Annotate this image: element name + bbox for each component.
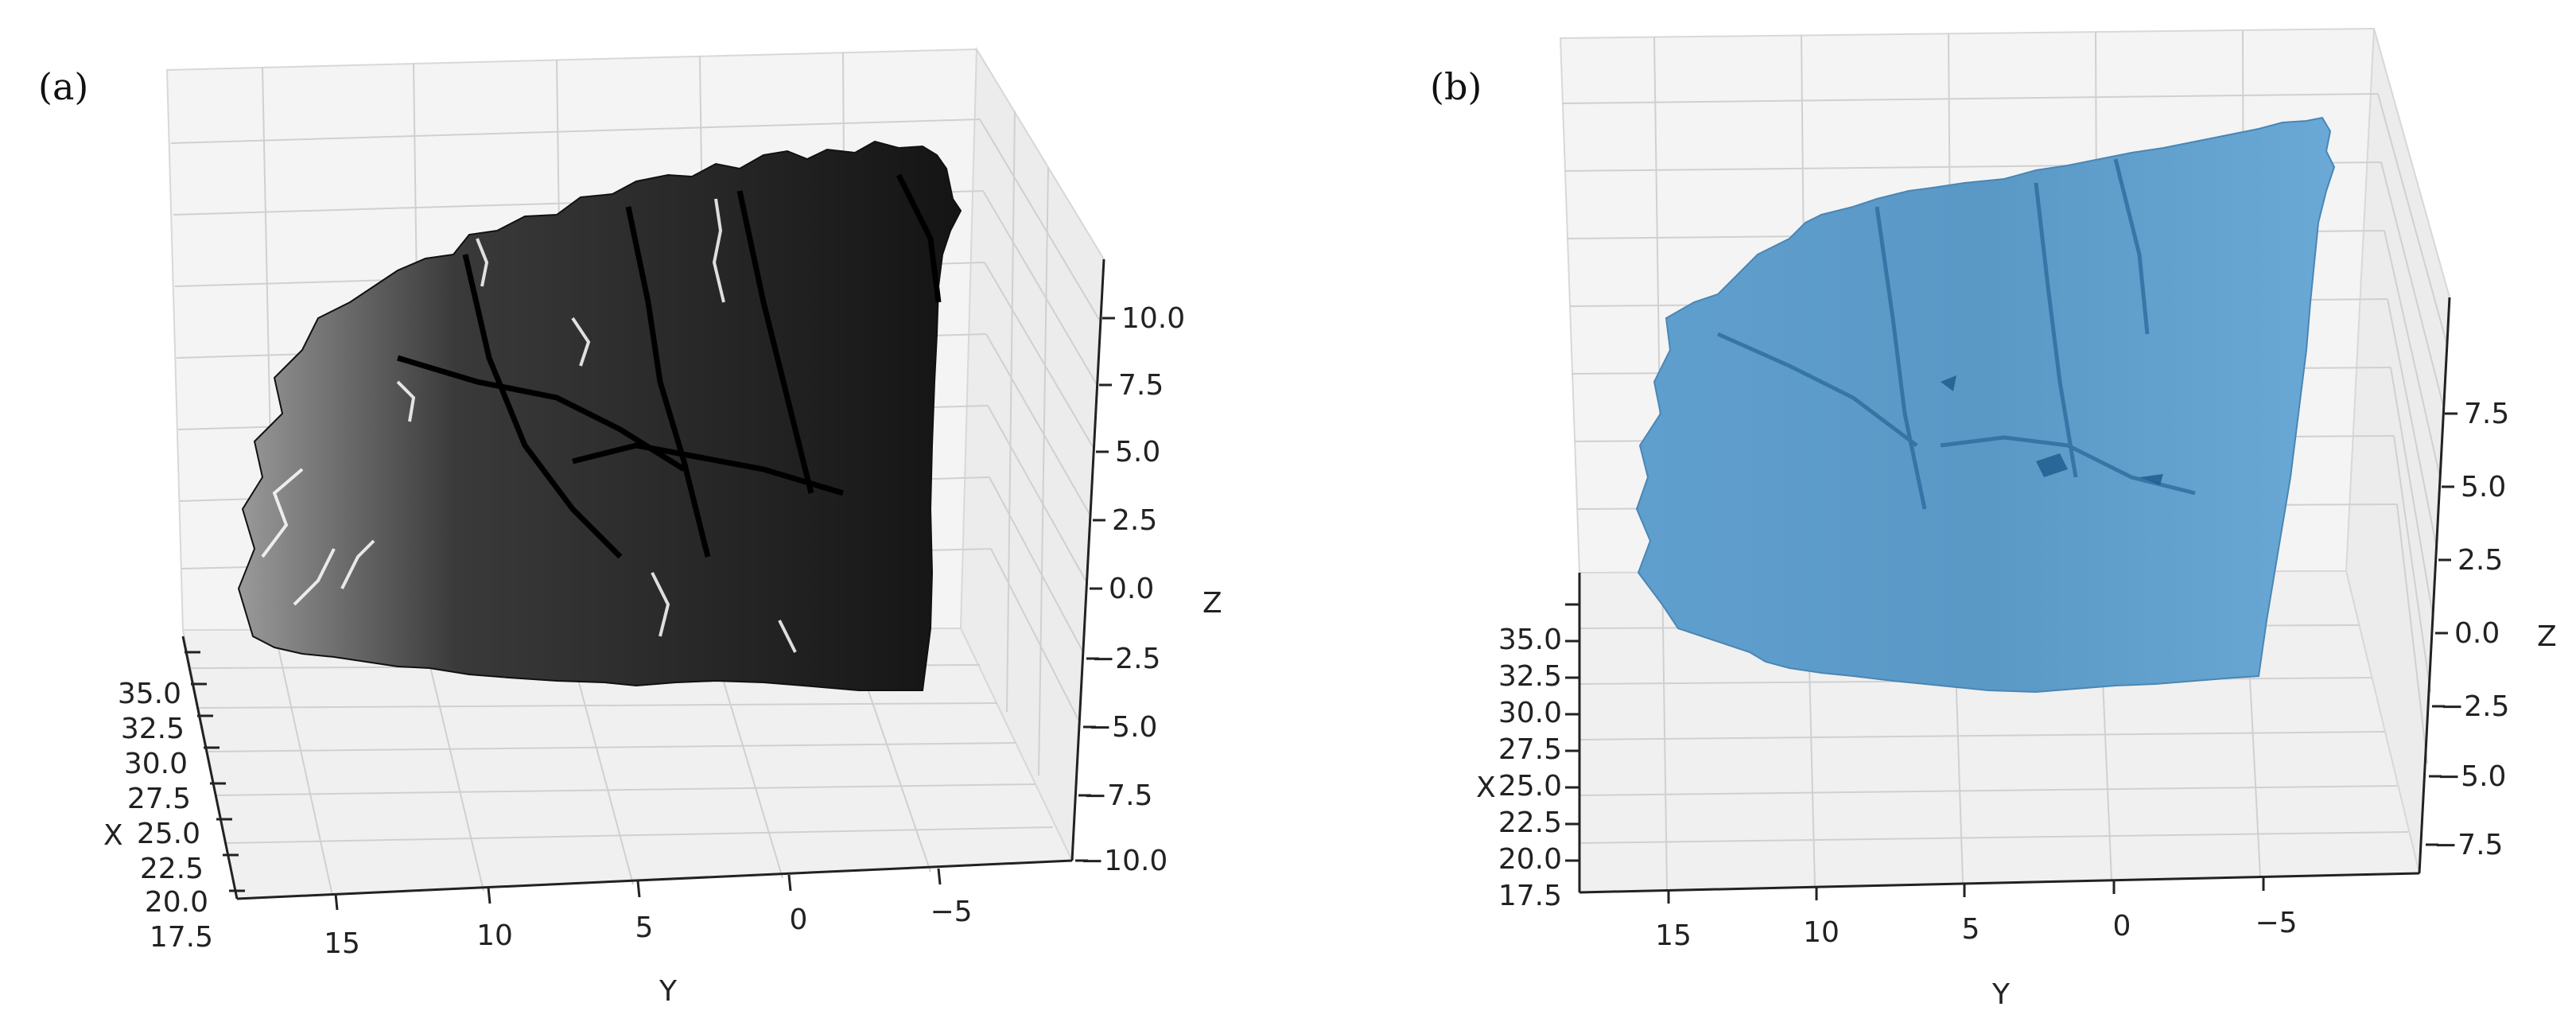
tick-label: 10 [476,919,513,952]
tick-label: 10 [1803,916,1840,949]
panel-b-surface [1635,116,2336,694]
tick-label: −5.0 [1088,711,1157,744]
panel-b-z-ticks [2426,412,2457,846]
tick-label: 15 [1655,919,1692,952]
tick-label: 2.5 [2457,544,2503,577]
tick-label: −5.0 [2437,760,2506,793]
panel-b-z-axis-label: Z [2537,620,2557,653]
tick-label: −5 [930,896,972,928]
tick-label: 27.5 [127,783,191,815]
tick-label: 25.0 [137,818,200,850]
tick-label: 5 [635,911,654,944]
tick-label: 5.0 [2461,471,2506,503]
panel-a-y-ticks [334,868,942,911]
tick-label: −7.5 [2434,829,2503,861]
tick-label: 17.5 [150,921,213,954]
panel-b-y-tick-labels: 15 10 5 0 −5 [1655,907,2297,952]
panel-a-z-tick-labels: 10.0 7.5 5.0 2.5 0.0 −2.5 −5.0 −7.5 −10.… [1080,302,1185,877]
tick-label: 35.0 [1498,624,1562,656]
panel-a-x-tick-labels: 35.0 32.5 30.0 27.5 25.0 22.5 20.0 17.5 [118,678,213,954]
panel-b-y-ticks [1667,876,2265,904]
tick-label: 10.0 [1121,302,1185,335]
tick-label: 30.0 [124,748,188,780]
tick-label: 5.0 [1115,436,1160,468]
tick-label: 7.5 [2464,398,2509,430]
panel-b-x-tick-labels: 35.0 32.5 30.0 27.5 25.0 22.5 20.0 17.5 [1498,624,1562,912]
tick-label: 20.0 [145,886,208,919]
tick-label: 20.0 [1498,843,1562,876]
panel-b-x-ticks [1565,603,1579,862]
tick-label: 22.5 [140,853,204,885]
panel-b: (b) [1430,27,2557,1011]
panel-a-y-axis-label: Y [659,975,678,1008]
panel-a-surface [237,140,962,691]
tick-label: 27.5 [1498,733,1562,766]
tick-label: 2.5 [1112,504,1157,537]
tick-label: 25.0 [1498,770,1562,803]
tick-label: −7.5 [1083,779,1152,812]
tick-label: 0 [2113,910,2131,943]
panel-b-y-axis-label: Y [1991,978,2011,1011]
tick-label: 30.0 [1498,697,1562,729]
panel-a-x-ticks [185,651,245,892]
panel-a-z-ticks [1075,317,1115,862]
tick-label: 7.5 [1118,369,1164,402]
tick-label: −2.5 [2440,690,2509,723]
tick-label: 0.0 [2454,617,2500,650]
panel-b-axes [1578,297,2451,894]
tick-label: 17.5 [1498,880,1562,912]
panel-b-label: (b) [1430,65,1482,108]
tick-label: −5 [2255,907,2297,939]
tick-label: 0 [790,904,808,936]
tick-label: 32.5 [121,713,185,745]
tick-label: −2.5 [1091,643,1160,675]
panel-a-z-axis-label: Z [1203,587,1222,620]
panel-a-label: (a) [38,65,88,108]
tick-label: 5 [1962,913,1980,946]
panel-b-x-axis-label: X [1476,772,1496,804]
tick-label: −10.0 [1080,845,1168,877]
tick-label: 22.5 [1498,807,1562,839]
panel-a-y-tick-labels: 15 10 5 0 −5 [324,896,972,960]
panel-a: (a) [38,46,1222,1008]
tick-label: 0.0 [1109,573,1154,605]
panel-a-x-axis-label: X [103,819,123,852]
tick-label: 35.0 [118,678,181,710]
tick-label: 32.5 [1498,660,1562,693]
tick-label: 15 [324,927,360,960]
panel-b-z-tick-labels: 7.5 5.0 2.5 0.0 −2.5 −5.0 −7.5 [2434,398,2509,861]
